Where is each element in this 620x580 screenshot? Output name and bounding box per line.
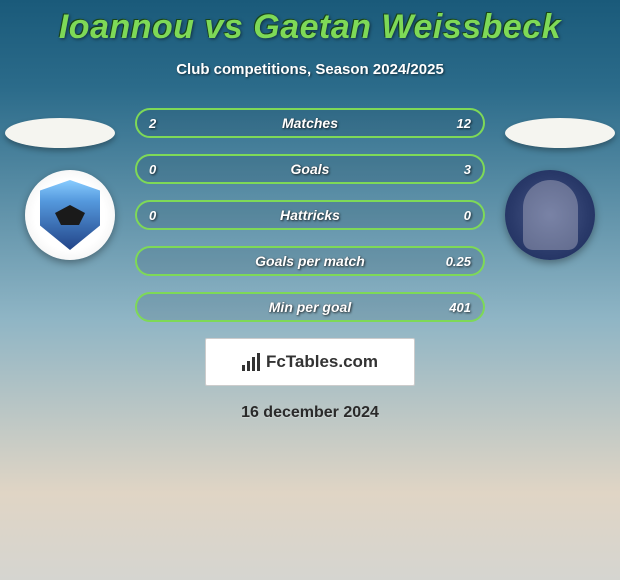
player-right-slot: [505, 118, 615, 148]
stat-row: 0Hattricks0: [135, 200, 485, 230]
comparison-title: Ioannou vs Gaetan Weissbeck: [0, 0, 620, 47]
stat-left-value: 2: [149, 116, 156, 131]
stat-label: Min per goal: [137, 299, 483, 315]
shield-icon: [40, 180, 100, 250]
club-badge-left: [25, 170, 115, 260]
stat-right-value: 3: [464, 162, 471, 177]
stats-list: 2Matches120Goals30Hattricks0Goals per ma…: [135, 108, 485, 322]
logo-text: FcTables.com: [266, 352, 378, 372]
stat-row: Goals per match0.25: [135, 246, 485, 276]
stat-left-value: 0: [149, 162, 156, 177]
comparison-date: 16 december 2024: [0, 404, 620, 422]
comparison-content: 2Matches120Goals30Hattricks0Goals per ma…: [0, 108, 620, 422]
stat-right-value: 12: [457, 116, 471, 131]
stat-right-value: 0.25: [446, 254, 471, 269]
stat-right-value: 0: [464, 208, 471, 223]
stat-left-value: 0: [149, 208, 156, 223]
stat-label: Goals: [137, 161, 483, 177]
bar-chart-icon: [242, 353, 260, 371]
shield-icon: [523, 180, 578, 250]
stat-label: Hattricks: [137, 207, 483, 223]
stat-row: 2Matches12: [135, 108, 485, 138]
stat-label: Goals per match: [137, 253, 483, 269]
player-left-slot: [5, 118, 115, 148]
stat-right-value: 401: [449, 300, 471, 315]
site-logo[interactable]: FcTables.com: [205, 338, 415, 386]
stat-label: Matches: [137, 115, 483, 131]
stat-row: 0Goals3: [135, 154, 485, 184]
club-badge-right: [505, 170, 595, 260]
stat-row: Min per goal401: [135, 292, 485, 322]
comparison-subtitle: Club competitions, Season 2024/2025: [0, 61, 620, 78]
